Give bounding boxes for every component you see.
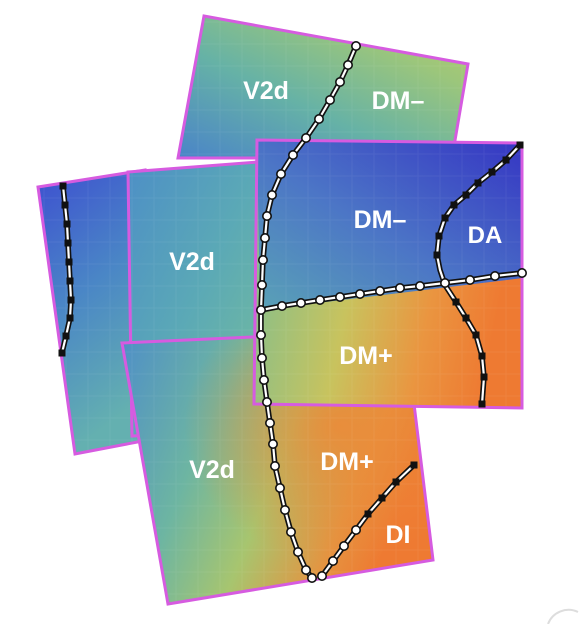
label-v2d-top: V2d xyxy=(243,77,289,105)
boundary-circle-marker xyxy=(414,280,425,291)
corner-arc-artifact xyxy=(547,608,579,624)
boundary-circle-marker xyxy=(279,504,290,515)
boundary-square-marker xyxy=(488,168,496,176)
boundary-circle-marker xyxy=(274,482,285,493)
boundary-circle-marker xyxy=(259,233,270,244)
boundary-square-marker xyxy=(67,296,75,304)
boundary-circle-marker xyxy=(295,297,306,308)
boundary-square-marker xyxy=(472,331,480,339)
boundary-circle-marker xyxy=(261,396,272,407)
boundary-circle-marker xyxy=(256,352,267,363)
boundary-square-marker xyxy=(462,314,470,322)
boundary-circle-marker xyxy=(256,279,267,290)
label-v2d-bottom: V2d xyxy=(189,456,235,484)
boundary-square-marker xyxy=(478,352,486,360)
boundary-circle-marker xyxy=(464,274,475,285)
boundary-square-marker xyxy=(450,201,458,209)
boundary-circle-marker xyxy=(266,190,277,201)
boundary-circle-marker xyxy=(316,570,327,581)
boundary-circle-marker xyxy=(261,211,272,222)
boundary-circle-marker xyxy=(275,169,286,180)
boundary-square-marker xyxy=(478,400,486,408)
boundary-circle-marker xyxy=(255,329,266,340)
boundary-circle-marker xyxy=(264,417,275,428)
boundary-square-marker xyxy=(502,156,510,164)
boundary-square-marker xyxy=(64,239,72,247)
boundary-square-marker xyxy=(392,478,400,486)
boundary-circle-marker xyxy=(439,277,450,288)
label-v2d-middle: V2d xyxy=(169,248,215,276)
boundary-circle-marker xyxy=(300,133,311,144)
boundary-circle-marker xyxy=(394,282,405,293)
boundary-circle-marker xyxy=(334,291,345,302)
boundary-square-marker xyxy=(410,461,418,469)
boundary-circle-marker xyxy=(258,374,269,385)
boundary-circle-marker xyxy=(342,59,353,70)
boundary-circle-marker xyxy=(255,304,266,315)
boundary-circle-marker xyxy=(287,150,298,161)
boundary-circle-marker xyxy=(269,460,280,471)
boundary-circle-marker xyxy=(300,564,311,575)
boundary-circle-marker xyxy=(350,524,361,535)
boundary-circle-marker xyxy=(338,540,349,551)
boundary-circle-marker xyxy=(354,288,365,299)
boundary-square-marker xyxy=(61,201,69,209)
boundary-circle-marker xyxy=(292,546,303,557)
label-dm-plus-bottom: DM+ xyxy=(320,448,373,476)
boundary-square-marker xyxy=(441,214,449,222)
boundary-square-marker xyxy=(474,179,482,187)
boundary-circle-marker xyxy=(306,572,317,583)
boundary-circle-marker xyxy=(324,95,335,106)
boundary-square-marker xyxy=(63,220,71,228)
boundary-square-marker xyxy=(378,494,386,502)
boundary-square-marker xyxy=(66,277,74,285)
label-di: DI xyxy=(386,521,411,549)
boundary-square-marker xyxy=(58,349,66,357)
boundary-circle-marker xyxy=(489,270,500,281)
boundary-circle-marker xyxy=(516,267,527,278)
boundary-circle-marker xyxy=(334,77,345,88)
label-dm-minus-top: DM– xyxy=(372,87,425,115)
boundary-circle-marker xyxy=(285,526,296,537)
boundary-circle-marker xyxy=(374,285,385,296)
panel-top: V2d DM– xyxy=(176,14,470,160)
boundary-circle-marker xyxy=(276,300,287,311)
boundary-square-markers xyxy=(58,141,524,518)
boundary-square-marker xyxy=(65,258,73,266)
label-dm-minus-right: DM– xyxy=(354,206,407,234)
boundary-circle-marker xyxy=(327,555,338,566)
boundary-circle-marker xyxy=(350,40,361,51)
boundary-square-marker xyxy=(59,182,67,190)
boundary-square-marker xyxy=(62,332,70,340)
boundary-square-marker xyxy=(516,141,524,149)
boundary-circle-marker xyxy=(267,438,278,449)
boundary-circle-marker xyxy=(257,255,268,266)
boundary-square-marker xyxy=(462,191,470,199)
boundary-circle-marker xyxy=(313,114,324,125)
left-boundary-line xyxy=(59,183,74,356)
boundary-square-marker xyxy=(433,251,441,259)
boundary-square-marker xyxy=(66,314,74,322)
label-da: DA xyxy=(468,222,503,249)
label-dm-plus-right: DM+ xyxy=(339,342,392,370)
boundary-square-marker xyxy=(452,298,460,306)
boundary-circle-markers xyxy=(255,40,527,583)
boundary-square-marker xyxy=(480,373,488,381)
boundary-square-marker xyxy=(364,510,372,518)
boundary-square-marker xyxy=(435,232,443,240)
boundary-circle-marker xyxy=(314,294,325,305)
